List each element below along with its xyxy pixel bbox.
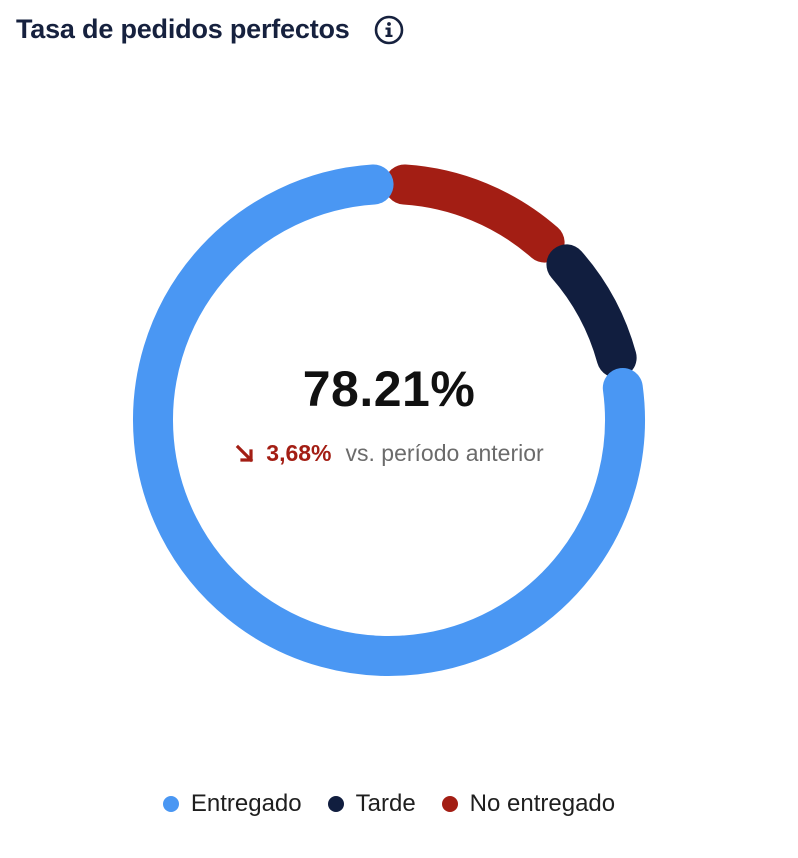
delta-row: 3,68% vs. período anterior bbox=[0, 440, 778, 467]
card-title: Tasa de pedidos perfectos bbox=[16, 14, 350, 44]
legend-label-tarde: Tarde bbox=[355, 790, 416, 817]
arrow-down-right-icon bbox=[234, 443, 256, 465]
donut-segment-entregado[interactable] bbox=[133, 164, 645, 676]
legend-label-no-entregado: No entregado bbox=[469, 790, 616, 817]
legend-item-entregado[interactable]: Entregado bbox=[162, 790, 302, 818]
legend-dot-entregado bbox=[162, 796, 179, 812]
legend-label-entregado: Entregado bbox=[190, 790, 302, 817]
delta-caption: vs. período anterior bbox=[345, 440, 544, 466]
card-header: Tasa de pedidos perfectos bbox=[16, 14, 404, 45]
center-value: 78.21% bbox=[302, 361, 476, 417]
legend-dot-tarde bbox=[327, 796, 344, 812]
chart-legend: Entregado Tarde No entregado bbox=[0, 790, 778, 818]
delta-value: 3,68% bbox=[266, 440, 332, 466]
donut-segment-no-entregado[interactable] bbox=[384, 164, 565, 263]
legend-dot-no-entregado bbox=[441, 796, 458, 812]
donut-segment-tarde[interactable] bbox=[546, 244, 637, 378]
legend-item-no-entregado[interactable]: No entregado bbox=[441, 790, 616, 818]
info-icon[interactable] bbox=[374, 15, 404, 45]
legend-item-tarde[interactable]: Tarde bbox=[327, 790, 416, 818]
